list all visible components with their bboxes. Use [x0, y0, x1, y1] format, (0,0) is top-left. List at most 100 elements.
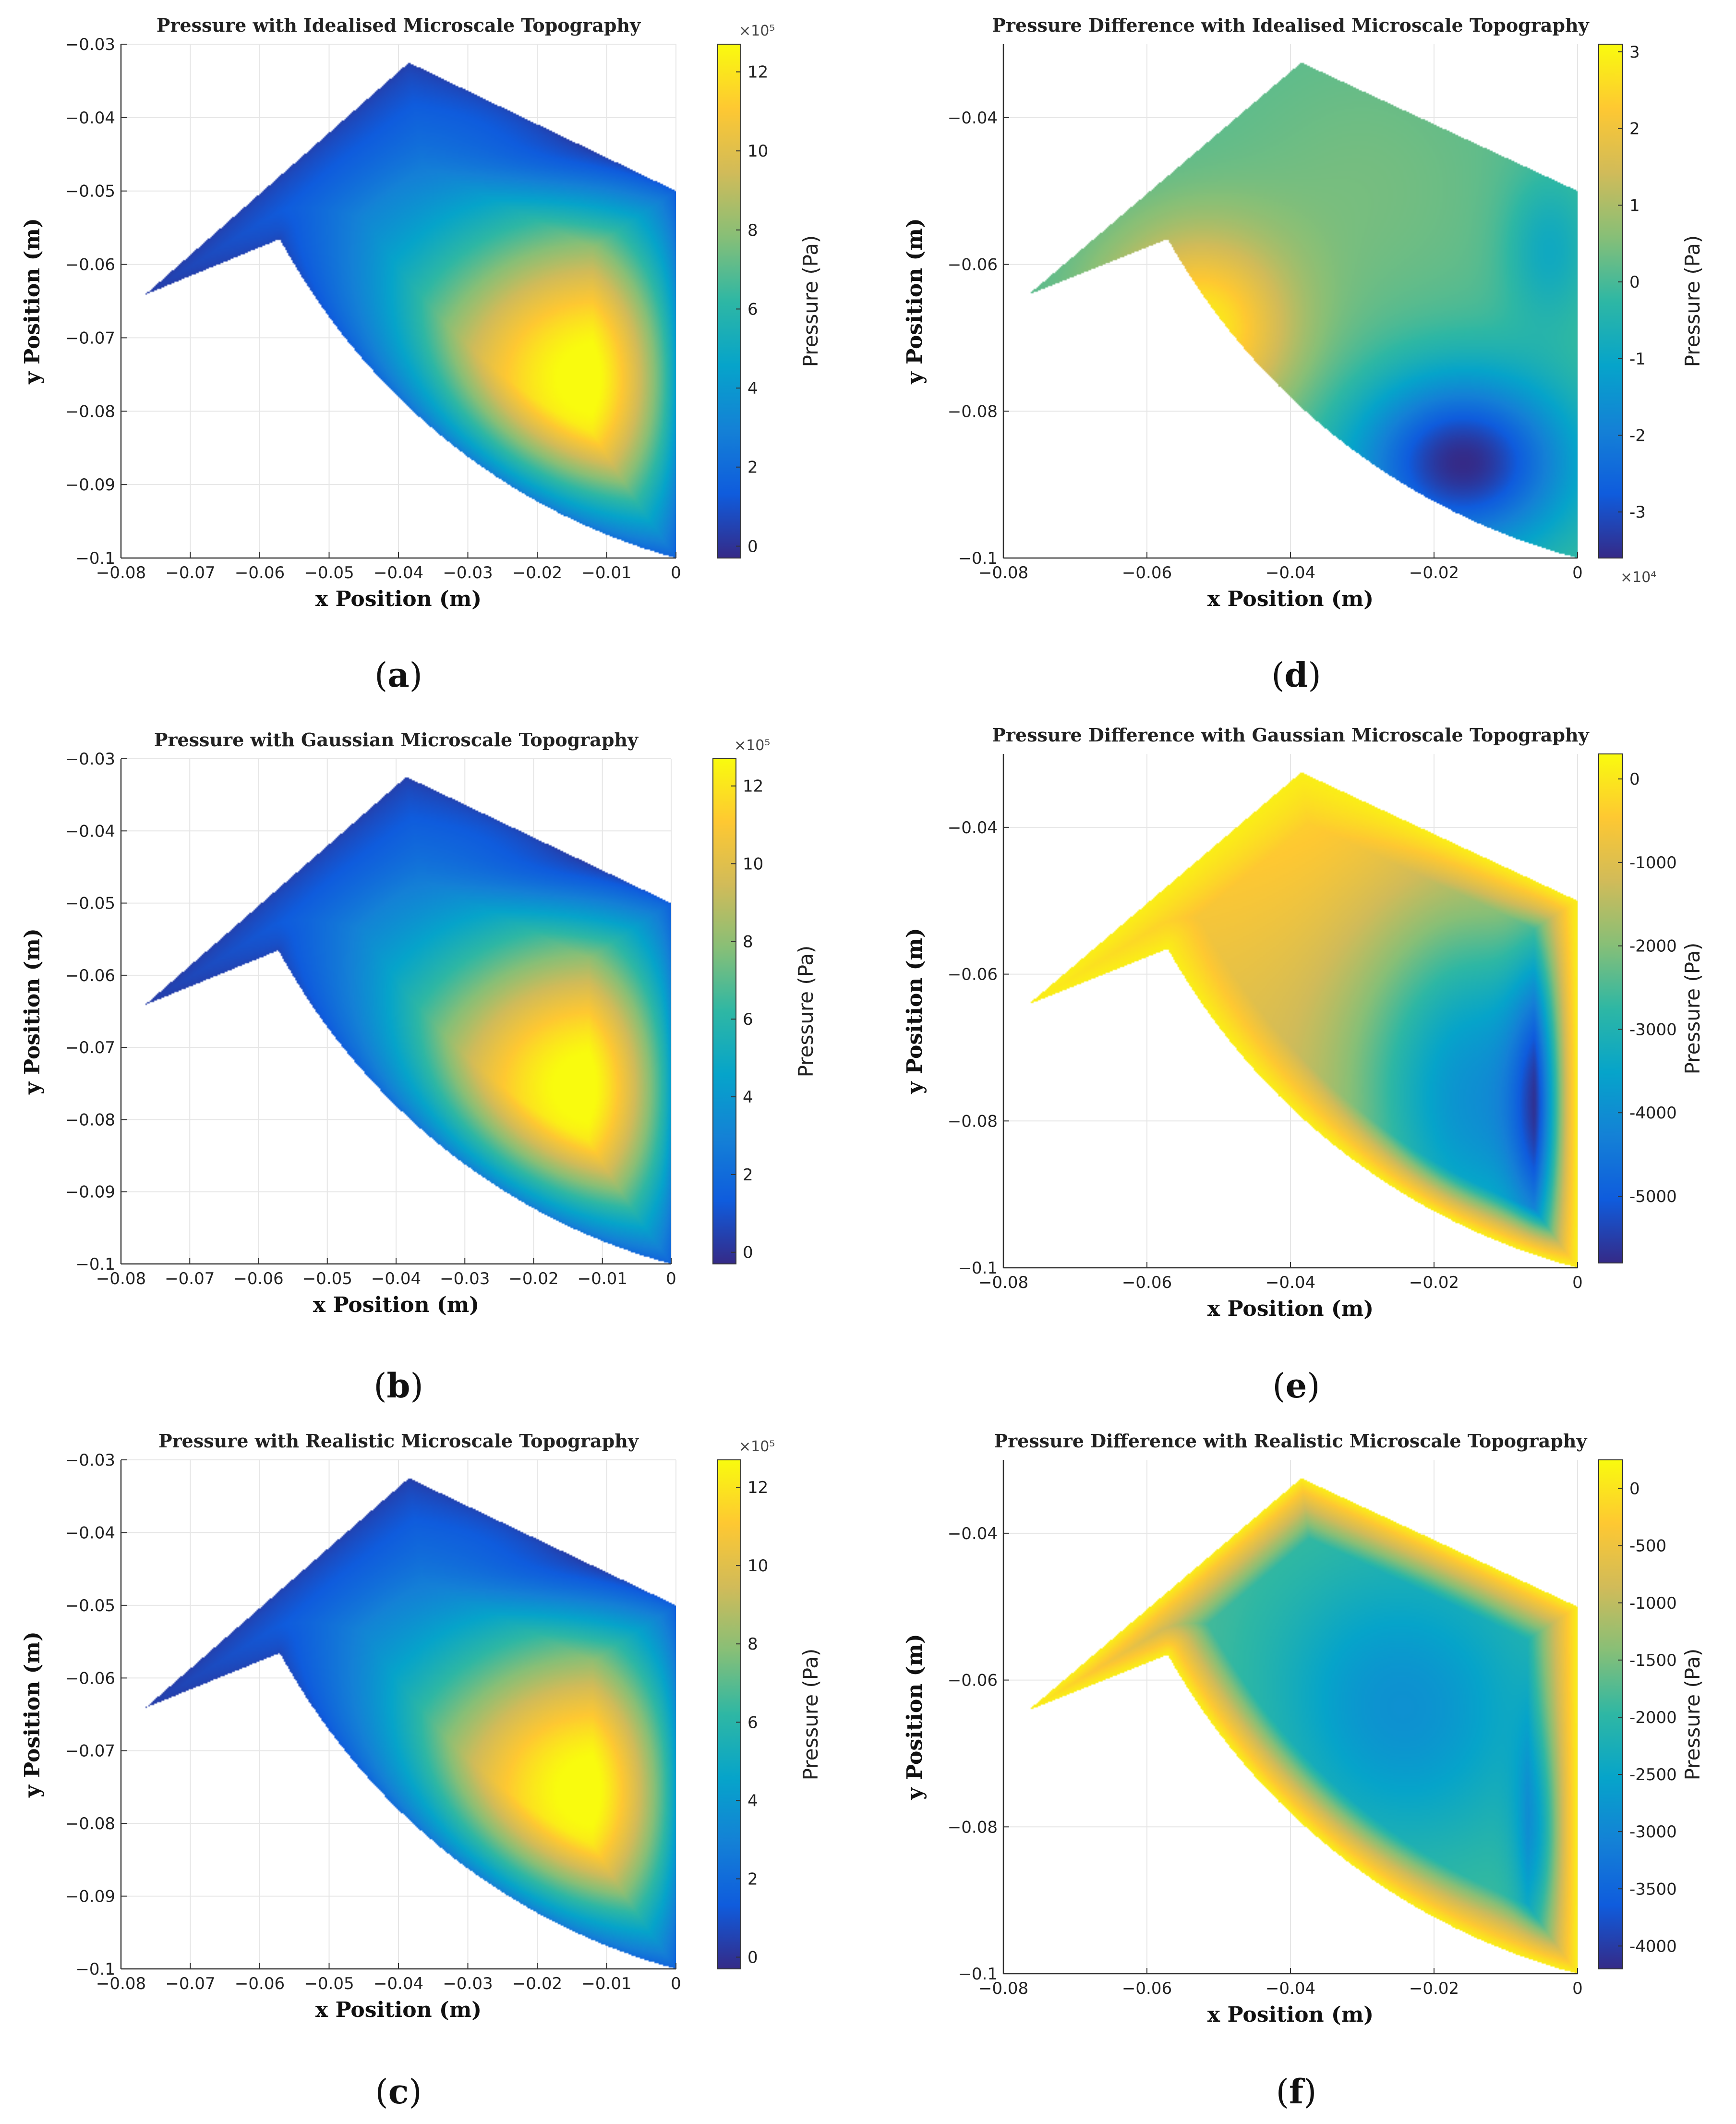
y-tick-label: −0.08 [65, 1814, 115, 1833]
x-tick-label: −0.04 [374, 1974, 423, 1993]
y-tick-label: −0.06 [65, 1669, 115, 1688]
x-tick-label: −0.05 [304, 1974, 354, 1993]
x-tick-label: −0.08 [978, 563, 1028, 583]
colorbar-tick-label: 2 [743, 1165, 753, 1185]
colorbar-tick-label: -3000 [1629, 1020, 1677, 1039]
x-tick-label: −0.06 [235, 563, 285, 583]
colorbar [1598, 44, 1623, 558]
y-axis-label: y Position (m) [903, 218, 927, 385]
x-axis-label: x Position (m) [313, 1293, 479, 1317]
chart-title: Pressure with Realistic Microscale Topog… [158, 1430, 639, 1452]
y-tick-label: −0.06 [65, 966, 115, 985]
colorbar-tick-label: -4000 [1629, 1937, 1677, 1956]
colorbar [712, 758, 736, 1264]
y-tick-label: −0.06 [948, 965, 998, 984]
colorbar-tick-label: 10 [747, 142, 768, 161]
subfigure-label: (f) [1276, 2072, 1317, 2112]
y-tick-label: −0.03 [65, 750, 115, 769]
colorbar [717, 1459, 741, 1969]
colorbar-tick-label: 1 [1629, 196, 1640, 215]
y-tick-label: −0.08 [948, 1818, 998, 1837]
x-tick-label: −0.04 [371, 1269, 421, 1288]
y-tick-label: −0.03 [65, 35, 115, 54]
x-tick-label: −0.07 [165, 563, 215, 583]
x-tick-label: −0.04 [1266, 563, 1315, 583]
y-axis-label: y Position (m) [903, 1634, 927, 1800]
y-tick-label: −0.04 [948, 818, 998, 837]
x-tick-label: −0.03 [443, 1974, 493, 1993]
colorbar-tick-label: 8 [747, 1635, 758, 1654]
panel-c: −0.08 −0.07 −0.06 −0.05 −0.04 −0.03 −0.02 −0.01… [20, 1430, 822, 2112]
colorbar-tick-label: -3000 [1629, 1822, 1677, 1842]
heatmap-field [1003, 1460, 1578, 1974]
colorbar-tick-label: -1000 [1629, 853, 1677, 873]
colorbar [717, 44, 741, 558]
y-axis-label: y Position (m) [20, 928, 45, 1095]
subfigure-label: (e) [1272, 1366, 1320, 1406]
colorbar-label: Pressure (Pa) [1681, 943, 1704, 1075]
colorbar-tick-label: 4 [747, 379, 758, 398]
panel-e: −0.08 −0.06 −0.04 −0.02 0−0.04−0.06−0.08−0.1… [903, 724, 1704, 1406]
y-tick-label: −0.1 [958, 1965, 998, 1984]
y-tick-label: −0.1 [958, 549, 998, 568]
x-axis-label: x Position (m) [315, 587, 482, 611]
chart-title: Pressure with Idealised Microscale Topog… [157, 14, 641, 36]
y-tick-label: −0.08 [948, 402, 998, 421]
x-tick-label: −0.02 [512, 1974, 562, 1993]
colorbar-tick-label: 4 [747, 1791, 758, 1810]
y-tick-label: −0.1 [75, 1960, 115, 1979]
x-tick-label: −0.04 [1266, 1979, 1315, 1998]
colorbar-tick-label: 8 [743, 932, 753, 951]
colorbar-tick-label: 12 [747, 63, 768, 82]
colorbar-tick-label: -3 [1629, 503, 1646, 522]
x-tick-label: 0 [1572, 563, 1583, 583]
x-tick-label: −0.02 [512, 563, 562, 583]
panel-b: −0.08 −0.07 −0.06 −0.05 −0.04 −0.03 −0.02 −0.01… [20, 729, 818, 1406]
y-tick-label: −0.07 [65, 1038, 115, 1057]
colorbar-tick-label: 2 [747, 1869, 758, 1889]
x-tick-label: 0 [671, 1974, 681, 1993]
subfigure-label: (a) [374, 655, 422, 695]
x-tick-label: 0 [1572, 1273, 1583, 1292]
colorbar [1598, 1459, 1623, 1969]
heatmap-field [121, 44, 676, 558]
y-tick-label: −0.05 [65, 182, 115, 201]
colorbar [1598, 753, 1623, 1263]
x-tick-label: −0.06 [233, 1269, 283, 1288]
colorbar-tick-label: -2000 [1629, 937, 1677, 956]
colorbar-tick-label: 3 [1629, 43, 1640, 62]
colorbar-tick-label: -2 [1629, 426, 1646, 445]
colorbar-tick-label: 6 [743, 1010, 753, 1029]
y-tick-label: −0.05 [65, 894, 115, 913]
colorbar-tick-label: 10 [747, 1556, 768, 1576]
subfigure-label: (d) [1271, 655, 1321, 695]
colorbar-label: Pressure (Pa) [799, 235, 822, 367]
colorbar-tick-label: -500 [1629, 1537, 1666, 1556]
colorbar-tick-label: 0 [1629, 1480, 1640, 1499]
colorbar-tick-label: 6 [747, 300, 758, 319]
y-tick-label: −0.06 [948, 255, 998, 275]
colorbar-tick-label: 4 [743, 1088, 753, 1107]
colorbar-multiplier: ×10⁴ [1620, 569, 1656, 586]
heatmap-field [121, 1460, 676, 1969]
y-tick-label: −0.1 [75, 1255, 115, 1274]
x-tick-label: −0.03 [443, 563, 493, 583]
x-tick-label: −0.02 [1409, 1979, 1459, 1998]
x-tick-label: −0.05 [302, 1269, 352, 1288]
colorbar-label: Pressure (Pa) [794, 946, 818, 1078]
colorbar-label: Pressure (Pa) [799, 1649, 822, 1781]
y-tick-label: −0.04 [65, 822, 115, 841]
x-tick-label: −0.04 [374, 563, 423, 583]
x-tick-label: −0.05 [304, 563, 354, 583]
x-tick-label: −0.01 [581, 563, 631, 583]
x-tick-label: −0.01 [581, 1974, 631, 1993]
x-tick-label: 0 [1572, 1979, 1583, 1998]
colorbar-tick-label: 0 [743, 1243, 753, 1262]
y-axis-label: y Position (m) [20, 1631, 45, 1798]
heatmap-field [1003, 754, 1578, 1268]
colorbar-tick-label: -1 [1629, 350, 1646, 369]
subfigure-label: (c) [375, 2072, 422, 2112]
y-tick-label: −0.09 [65, 475, 115, 495]
colorbar-tick-label: -3500 [1629, 1880, 1677, 1899]
